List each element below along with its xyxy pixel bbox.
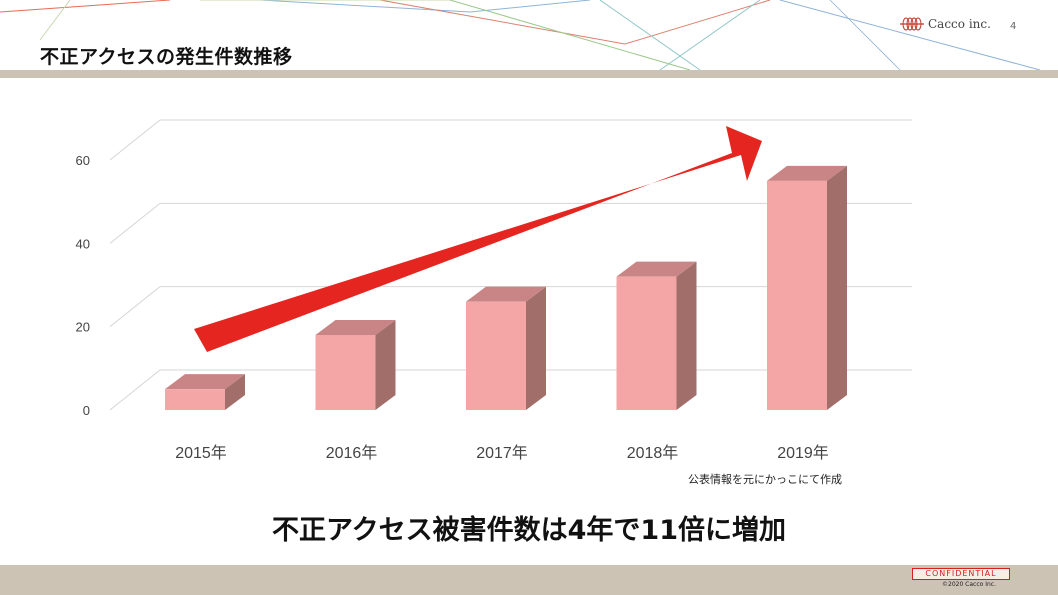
page-number: 4 <box>1010 21 1017 32</box>
grid-diagonal <box>109 286 161 328</box>
source-note: 公表情報を元にかっこにて作成 <box>688 473 842 486</box>
y-axis-ticks: 0 20 40 60 <box>76 153 90 418</box>
chart-bars <box>165 165 847 410</box>
bar <box>165 389 225 410</box>
bar-top <box>165 374 245 390</box>
y-tick-label: 20 <box>76 320 90 335</box>
bar-side <box>827 165 847 410</box>
x-tick-label: 2019年 <box>777 444 829 462</box>
headline: 不正アクセス被害件数は4年で11倍に増加 <box>271 515 786 546</box>
x-tick-label: 2016年 <box>326 444 378 462</box>
company-logo: Cacco inc. <box>900 17 991 31</box>
x-tick-label: 2015年 <box>175 444 227 462</box>
x-tick-label: 2017年 <box>476 444 528 462</box>
bar <box>466 301 526 410</box>
confidential-badge: CONFIDENTIAL <box>912 568 1010 580</box>
decorative-lines <box>0 0 1041 71</box>
bar-side <box>225 374 245 410</box>
y-tick-label: 0 <box>83 403 90 418</box>
x-tick-label: 2018年 <box>627 444 679 462</box>
bar-side <box>526 286 546 410</box>
bar-top <box>616 261 697 277</box>
footer-bar <box>0 565 1058 595</box>
bar <box>315 335 376 410</box>
bar-chart: 0 20 40 60 2015年 2016年 2017年 2018年 2019年 <box>76 119 912 462</box>
title-rule <box>0 70 1058 78</box>
y-tick-label: 40 <box>76 236 90 251</box>
slide-title: 不正アクセスの発生件数推移 <box>40 46 293 68</box>
grid-diagonal <box>109 369 161 411</box>
bar-top <box>466 286 546 302</box>
x-axis-ticks: 2015年 2016年 2017年 2018年 2019年 <box>175 444 829 462</box>
bar-top <box>767 165 847 181</box>
grid-diagonal <box>109 119 161 161</box>
coil-logo-icon <box>900 17 924 31</box>
bar <box>767 180 827 410</box>
logo-text: Cacco inc. <box>928 17 991 31</box>
grid-diagonal <box>109 202 161 244</box>
trend-arrow <box>194 126 762 352</box>
y-tick-label: 60 <box>76 153 90 168</box>
bar-side <box>375 320 396 410</box>
bar <box>616 276 677 410</box>
bar-side <box>676 261 697 410</box>
bar-top <box>315 320 396 335</box>
copyright-text: ©2020 Cacco Inc. <box>942 581 996 588</box>
